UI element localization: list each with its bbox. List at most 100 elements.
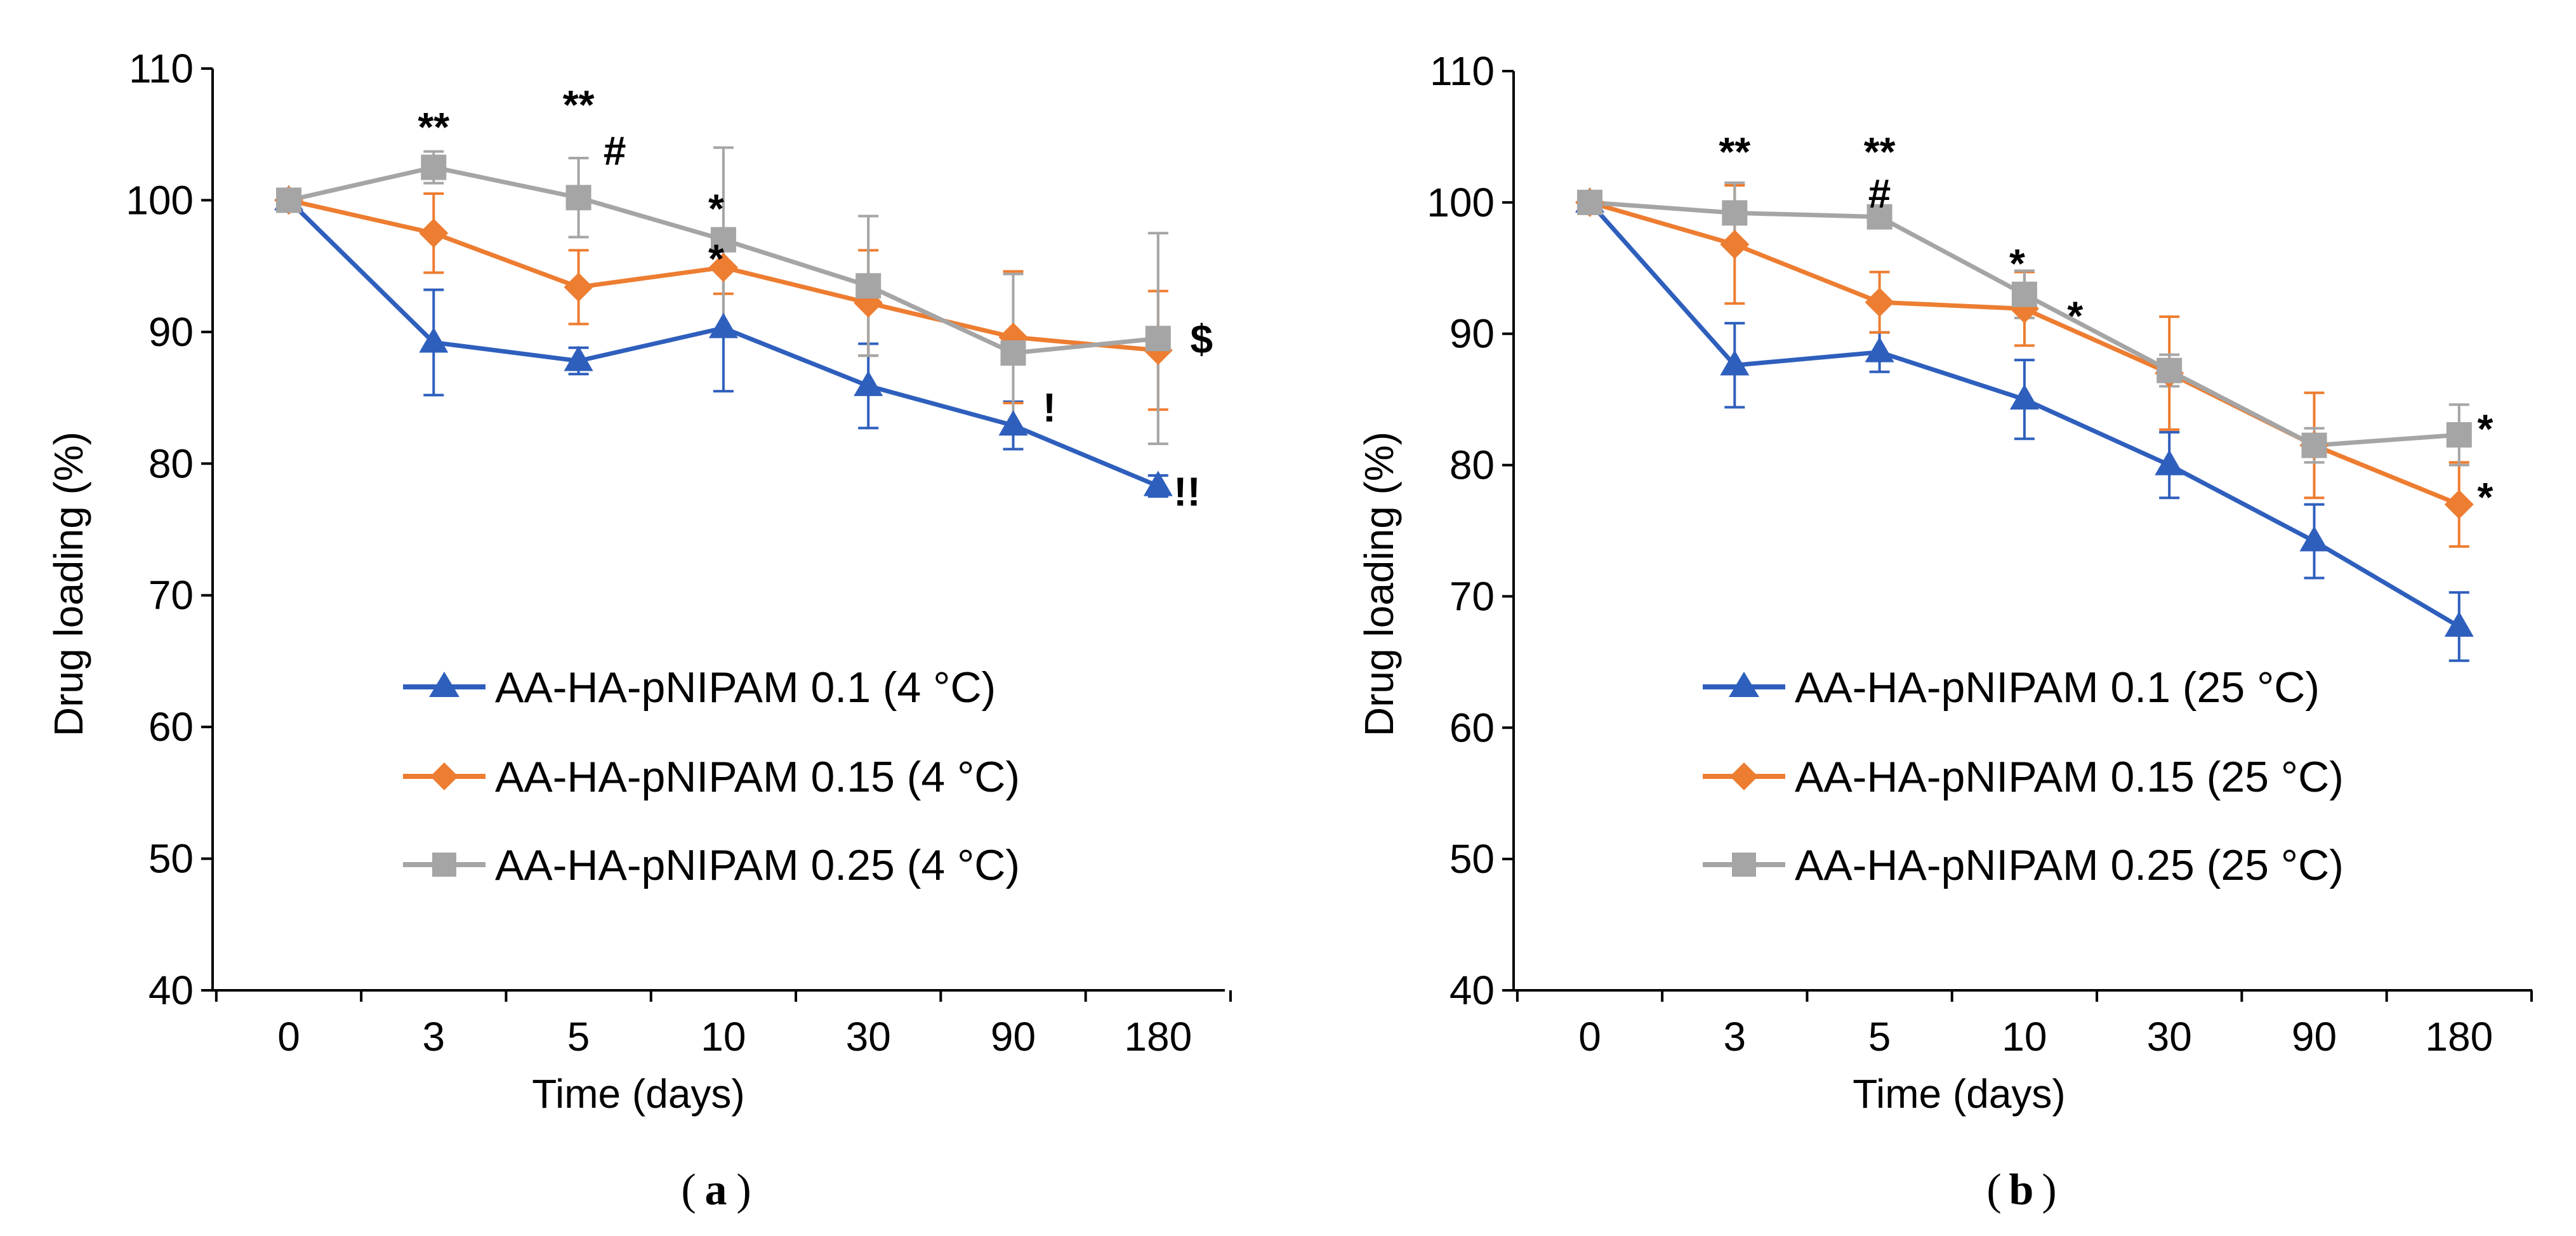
panel-b-x-tick-label: 5 bbox=[1868, 1014, 1891, 1060]
panel-b-point-triangle bbox=[1865, 336, 1894, 362]
panel-a-point-square bbox=[1000, 340, 1026, 366]
panel-a-chart: Drug loading (%) Time (days) 40506070809… bbox=[46, 46, 1232, 1214]
panel-a-legend-item-0: AA-HA-pNIPAM 0.1 (4 °C) bbox=[403, 663, 996, 712]
panel-b-caption-close-paren: ) bbox=[2042, 1166, 2056, 1214]
panel-a-point-diamond bbox=[708, 253, 738, 282]
panel-a-point-triangle bbox=[854, 370, 883, 396]
panel-b-x-tick-label: 10 bbox=[2002, 1014, 2047, 1060]
panel-a-annotation: # bbox=[604, 128, 626, 173]
triangle-marker-icon bbox=[429, 672, 459, 697]
panel-b-legend-label-0: AA-HA-pNIPAM 0.1 (25 °C) bbox=[1795, 663, 2320, 712]
panel-b-xlabel: Time (days) bbox=[1853, 1071, 2065, 1117]
panel-b-annotation: # bbox=[1868, 171, 1891, 216]
panel-b-annotation: * bbox=[2477, 406, 2493, 451]
panel-a-x-tick-label: 0 bbox=[277, 1014, 300, 1060]
panel-b-annotation: ** bbox=[1719, 129, 1750, 175]
panel-a-point-diamond bbox=[419, 218, 449, 248]
panel-a-annotation: * bbox=[708, 236, 724, 282]
panel-b-point-square bbox=[2446, 422, 2472, 448]
panel-a-caption-close-paren: ) bbox=[736, 1166, 751, 1214]
panel-b-point-diamond bbox=[2444, 489, 2474, 519]
panel-b-y-tick-label: 60 bbox=[1450, 705, 1495, 750]
panel-a-x-tick-label: 10 bbox=[701, 1014, 746, 1060]
diamond-marker-icon bbox=[430, 762, 458, 790]
panel-a-y-tick-label: 100 bbox=[126, 177, 194, 223]
panel-a-x-tick-label: 180 bbox=[1124, 1014, 1192, 1060]
panel-b-legend-item-1: AA-HA-pNIPAM 0.15 (25 °C) bbox=[1703, 753, 2344, 801]
panel-a-xlabel: Time (days) bbox=[532, 1071, 744, 1117]
panel-b-point-square bbox=[2301, 432, 2327, 458]
panel-b-y-tick-label: 90 bbox=[1450, 311, 1495, 357]
panel-b-x-tick-label: 30 bbox=[2147, 1014, 2192, 1060]
panel-b-y-tick-label: 70 bbox=[1450, 573, 1495, 619]
panel-a-annotation: * bbox=[708, 186, 724, 232]
panel-b-caption-open-paren: ( bbox=[1986, 1166, 2001, 1214]
panel-b-chart: Drug loading (%) Time (days) 40506070809… bbox=[1356, 48, 2533, 1214]
panel-a-point-square bbox=[855, 273, 882, 299]
panel-b-annotation: * bbox=[2067, 293, 2083, 339]
panel-a-legend-label-2: AA-HA-pNIPAM 0.25 (4 °C) bbox=[495, 841, 1020, 889]
panel-b-x-tick-label: 180 bbox=[2425, 1014, 2493, 1060]
panel-b-y-tick-label: 100 bbox=[1427, 180, 1495, 225]
panel-b-point-diamond bbox=[1865, 288, 1894, 317]
panel-a-ylabel: Drug loading (%) bbox=[46, 432, 91, 736]
square-marker-icon bbox=[432, 853, 456, 877]
panel-b-annotation: * bbox=[2009, 241, 2025, 286]
panel-a-y-tick-label: 90 bbox=[149, 309, 194, 355]
panel-b-point-square bbox=[1722, 200, 1748, 226]
panel-a-point-square bbox=[710, 227, 736, 253]
panel-b-point-triangle bbox=[2299, 526, 2329, 552]
square-marker-icon bbox=[1732, 853, 1756, 877]
panel-b-annotation: ** bbox=[1864, 129, 1896, 175]
panel-b-x-tick-label: 3 bbox=[1724, 1014, 1747, 1060]
panel-a-y-tick-label: 60 bbox=[149, 704, 194, 750]
panel-a-legend-item-1: AA-HA-pNIPAM 0.15 (4 °C) bbox=[403, 753, 1020, 801]
panel-b-y-tick-label: 40 bbox=[1450, 967, 1495, 1013]
panel-a-point-square bbox=[421, 154, 447, 180]
panel-b-point-triangle bbox=[2444, 611, 2474, 637]
diamond-marker-icon bbox=[1730, 762, 1758, 790]
panel-a-annotation: ** bbox=[563, 82, 595, 128]
panel-a-legend: AA-HA-pNIPAM 0.1 (4 °C) AA-HA-pNIPAM 0.1… bbox=[403, 663, 1020, 889]
panel-b-point-triangle bbox=[2009, 384, 2039, 410]
panel-b-x-tick-label: 90 bbox=[2292, 1014, 2337, 1060]
panel-a-x-tick-label: 5 bbox=[567, 1014, 590, 1060]
panel-a-annotation: !! bbox=[1173, 469, 1201, 515]
panel-a-y-tick-label: 50 bbox=[149, 836, 194, 882]
panel-b-point-square bbox=[2157, 357, 2183, 383]
panel-a-y-tick-label: 40 bbox=[149, 967, 194, 1013]
panel-a-x-tick-label: 30 bbox=[846, 1014, 891, 1060]
panel-a-caption-open-paren: ( bbox=[681, 1166, 696, 1214]
panel-a-caption: ( a ) bbox=[681, 1166, 751, 1214]
panel-b-point-diamond bbox=[1720, 230, 1750, 260]
panel-b-point-triangle bbox=[1720, 350, 1750, 376]
panel-a-x-tick-label: 90 bbox=[991, 1014, 1036, 1060]
panel-a-point-diamond bbox=[564, 272, 593, 302]
panel-a-annotation: ** bbox=[418, 104, 449, 150]
panel-a-point-triangle bbox=[998, 410, 1028, 436]
panel-b-annotation: * bbox=[2477, 474, 2493, 520]
panel-b-legend-label-1: AA-HA-pNIPAM 0.15 (25 °C) bbox=[1795, 753, 2344, 801]
panel-a-x-tick-label: 3 bbox=[423, 1014, 446, 1060]
panel-a-point-triangle bbox=[1143, 470, 1173, 496]
panel-a-legend-label-0: AA-HA-pNIPAM 0.1 (4 °C) bbox=[495, 663, 996, 712]
panel-b-x-tick-label: 0 bbox=[1578, 1014, 1601, 1060]
panel-b-legend-label-2: AA-HA-pNIPAM 0.25 (25 °C) bbox=[1795, 841, 2344, 889]
panel-b-ylabel: Drug loading (%) bbox=[1356, 432, 1402, 736]
panel-a-point-square bbox=[1145, 326, 1171, 352]
panel-b-y-tick-label: 80 bbox=[1450, 442, 1495, 488]
panel-b-caption: ( b ) bbox=[1986, 1166, 2056, 1214]
panel-a-caption-letter: a bbox=[705, 1166, 727, 1214]
panel-a-legend-label-1: AA-HA-pNIPAM 0.15 (4 °C) bbox=[495, 753, 1020, 801]
panel-b-point-triangle bbox=[2155, 449, 2184, 475]
panel-a-y-tick-label: 80 bbox=[149, 441, 194, 486]
panel-a-legend-item-2: AA-HA-pNIPAM 0.25 (4 °C) bbox=[403, 841, 1020, 889]
panel-a-annotation: $ bbox=[1190, 316, 1213, 362]
panel-b-y-tick-label: 110 bbox=[1430, 48, 1495, 94]
panel-b-legend-item-2: AA-HA-pNIPAM 0.25 (25 °C) bbox=[1703, 841, 2344, 889]
panel-a-y-tick-label: 70 bbox=[149, 573, 194, 618]
panel-b-point-square bbox=[1577, 189, 1602, 215]
panel-b-point-square bbox=[1866, 204, 1892, 230]
panel-a-point-square bbox=[565, 185, 591, 211]
